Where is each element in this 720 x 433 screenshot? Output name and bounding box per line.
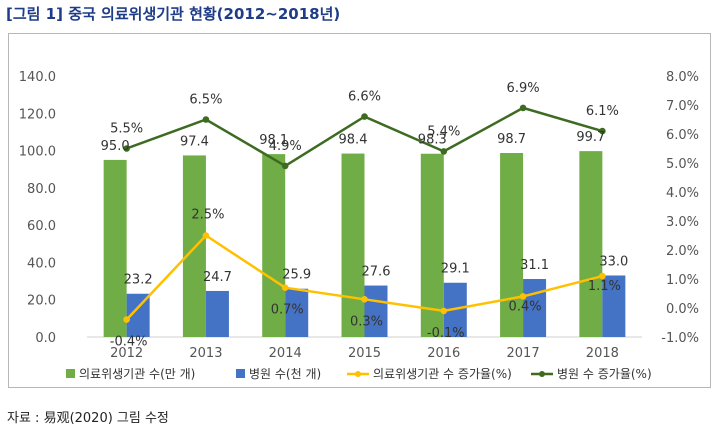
hospital-growth-point [123,145,130,152]
legend-institutions-label: 의료위생기관 수(만 개) [79,367,195,381]
legend-hospital-growth-label: 병원 수 증가율(%) [557,367,652,381]
institution-growth-label: 0.3% [350,314,383,329]
legend-hospital-growth-swatch-point [539,371,545,377]
institution-growth-point [202,232,210,239]
y-right-tick-label: 2.0% [666,244,699,259]
institution-count-label: 98.1 [259,133,288,148]
institution-count-label: 95.0 [101,139,130,154]
hospital-growth-point [361,113,368,120]
institution-count-label: 98.4 [339,133,368,148]
x-tick-label: 2016 [427,346,460,361]
hospital-growth-label: 6.5% [189,93,222,108]
hospital-growth-point [281,162,289,170]
source-note: 자료 : 易观(2020) 그림 수정 [7,411,169,426]
chart-canvas: 0.0 20.0 40.0 60.0 80.0 100.0 120.0 140.0 -1.0% 0… [19,70,699,381]
institution-count-label: 98.3 [418,133,447,148]
legend-hospitals-swatch [236,369,245,378]
institution-growth-label: -0.1% [427,326,465,341]
y-right-tick-label: 4.0% [666,186,699,201]
bar-hospitals [285,288,309,337]
y-left-tick-label: 20.0 [27,294,56,309]
hospital-growth-point [440,148,448,155]
institution-growth-point [440,307,448,315]
legend-institutions-swatch [66,369,75,378]
y-right-tick-label: 5.0% [666,157,699,172]
institution-growth-point [123,316,130,323]
y-left-tick-label: 140.0 [19,70,56,85]
bar-institutions [420,153,444,337]
hospital-growth-label: 6.1% [586,104,619,119]
bar-institutions [103,159,127,337]
hospital-count-label: 27.6 [362,265,391,280]
x-tick-label: 2015 [348,346,381,361]
hospital-count-label: 25.9 [282,268,311,283]
hospital-count-label: 29.1 [441,262,470,277]
x-tick-label: 2012 [110,346,143,361]
y-left-tick-label: 100.0 [19,145,56,160]
y-left-tick-label: 80.0 [27,182,56,197]
y-right-tick-label: 7.0% [666,99,699,114]
hospital-count-label: 23.2 [124,273,153,288]
y-right-tick-label: 1.0% [666,273,699,288]
institution-growth-label: 0.4% [509,299,542,314]
x-tick-label: 2014 [269,346,302,361]
y-right-tick-label: -1.0% [661,331,699,346]
bar-institutions [579,151,603,337]
y-right-tick-label: 8.0% [666,70,699,85]
figure-number: [그림 1] [6,5,63,23]
institution-growth-label: 1.1% [588,279,621,294]
hospital-growth-label: 5.4% [427,124,460,139]
hospital-count-label: 24.7 [203,270,232,285]
bar-hospitals [364,285,388,337]
y-left-tick-label: 120.0 [19,107,56,122]
hospital-growth-label: 4.9% [269,139,302,154]
y-left-tick-label: 60.0 [27,219,56,234]
hospital-count-label: 33.0 [599,254,628,269]
institution-count-label: 97.4 [180,134,209,149]
hospital-growth-point [202,116,210,123]
figure-title-text: 중국 의료위생기관 현황(2012~2018년) [68,5,341,23]
legend-institution-growth-label: 의료위생기관 수 증가율(%) [373,367,512,381]
x-tick-label: 2018 [586,346,619,361]
bar-institutions [341,153,365,337]
institution-count-label: 99.7 [576,130,605,145]
institution-growth-point [519,293,527,300]
institution-growth-point [599,272,606,280]
bar-hospitals [602,275,626,337]
figure-title: [그림 1] 중국 의료위생기관 현황(2012~2018년) [6,3,340,24]
hospital-growth-label: 5.5% [110,122,143,137]
institution-growth-label: 0.7% [271,303,304,318]
y-left-tick-label: 0.0 [35,331,56,346]
institution-growth-label: 2.5% [191,208,224,223]
institution-growth-point [361,296,368,303]
institution-growth-label: -0.4% [110,335,148,350]
bar-hospitals [523,279,547,337]
y-right-tick-label: 3.0% [666,215,699,230]
bar-institutions [262,154,286,337]
bar-hospitals [205,290,229,337]
y-left-tick-label: 40.0 [27,256,56,271]
x-tick-label: 2013 [189,346,222,361]
x-tick-label: 2017 [507,346,540,361]
hospital-count-label: 31.1 [520,258,549,273]
hospital-growth-label: 6.9% [507,81,540,96]
bar-institutions [500,152,524,337]
institution-growth-point [281,284,289,291]
legend-hospitals-label: 병원 수(천 개) [249,366,321,381]
institution-count-label: 98.7 [497,132,526,147]
hospital-growth-point [519,104,527,112]
hospital-growth-label: 6.6% [348,90,381,105]
chart-frame: 0.0 20.0 40.0 60.0 80.0 100.0 120.0 140.0 -1.0% 0… [8,33,711,388]
y-right-tick-label: 0.0% [666,302,699,317]
bar-hospitals [126,293,150,337]
legend-institution-growth-swatch-point [355,371,361,377]
y-right-tick-label: 6.0% [666,128,699,143]
hospital-growth-point [599,127,606,135]
